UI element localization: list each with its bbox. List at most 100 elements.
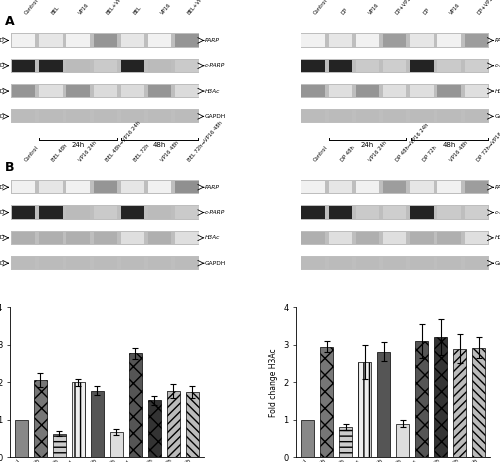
Text: Control: Control: [313, 145, 329, 163]
Text: DP: DP: [422, 7, 430, 16]
Bar: [12, 85, 36, 97]
Bar: [66, 207, 90, 219]
Bar: [472, 348, 486, 457]
Bar: [328, 110, 352, 122]
Text: 17kD: 17kD: [0, 235, 4, 240]
Bar: [128, 353, 142, 457]
Text: VP16 24h: VP16 24h: [368, 140, 388, 163]
Text: 37kD: 37kD: [0, 261, 4, 266]
Bar: [328, 60, 352, 72]
Bar: [300, 256, 489, 270]
Bar: [301, 420, 314, 457]
Bar: [39, 110, 62, 122]
Bar: [302, 181, 325, 193]
Bar: [300, 109, 489, 123]
Bar: [66, 85, 90, 97]
Bar: [328, 34, 352, 47]
Text: BEL+VP16: BEL+VP16: [105, 0, 127, 16]
Bar: [415, 341, 428, 457]
Bar: [356, 85, 380, 97]
Bar: [11, 84, 200, 98]
Bar: [175, 85, 199, 97]
Bar: [72, 383, 85, 457]
Bar: [66, 60, 90, 72]
Text: 116kD: 116kD: [0, 185, 4, 190]
Bar: [12, 181, 36, 193]
Bar: [438, 110, 461, 122]
Bar: [11, 59, 200, 73]
Bar: [339, 426, 352, 457]
Bar: [383, 181, 406, 193]
Bar: [410, 85, 434, 97]
Bar: [434, 337, 448, 457]
Bar: [11, 180, 200, 195]
Bar: [175, 110, 199, 122]
Text: VP16 24h: VP16 24h: [78, 140, 98, 163]
Bar: [438, 207, 461, 219]
Bar: [328, 85, 352, 97]
Text: GAPDH: GAPDH: [205, 261, 226, 266]
Text: DP+VP16: DP+VP16: [476, 0, 496, 16]
Bar: [11, 231, 200, 245]
Bar: [464, 110, 488, 122]
Bar: [94, 181, 117, 193]
Bar: [66, 110, 90, 122]
Bar: [39, 257, 62, 269]
Text: Control: Control: [24, 0, 40, 16]
Bar: [464, 181, 488, 193]
Bar: [94, 60, 117, 72]
Bar: [120, 257, 144, 269]
Bar: [464, 60, 488, 72]
Bar: [66, 181, 90, 193]
Bar: [12, 257, 36, 269]
Bar: [383, 34, 406, 47]
Bar: [410, 207, 434, 219]
Bar: [120, 207, 144, 219]
Bar: [356, 181, 380, 193]
Text: BEL 72h→VP16 48h: BEL 72h→VP16 48h: [187, 120, 224, 163]
Bar: [186, 392, 199, 457]
Text: 24h: 24h: [72, 142, 85, 148]
Text: DP 48h: DP 48h: [340, 145, 356, 163]
Bar: [39, 207, 62, 219]
Bar: [383, 232, 406, 244]
Text: DP 72h→VP16 48h: DP 72h→VP16 48h: [476, 122, 500, 163]
Text: VP16 48h: VP16 48h: [160, 140, 180, 163]
Bar: [302, 232, 325, 244]
Bar: [175, 34, 199, 47]
Bar: [328, 232, 352, 244]
Bar: [383, 207, 406, 219]
Text: PARP: PARP: [205, 185, 220, 190]
Bar: [39, 60, 62, 72]
Bar: [438, 257, 461, 269]
Bar: [94, 110, 117, 122]
Text: VP16: VP16: [368, 2, 380, 16]
Bar: [52, 434, 66, 457]
Text: PARP: PARP: [494, 38, 500, 43]
Bar: [410, 232, 434, 244]
Bar: [410, 60, 434, 72]
Text: BEL: BEL: [51, 5, 61, 16]
Bar: [438, 232, 461, 244]
Text: PARP: PARP: [494, 185, 500, 190]
Bar: [120, 110, 144, 122]
Bar: [300, 180, 489, 195]
Text: c-PARP: c-PARP: [494, 210, 500, 215]
Text: GAPDH: GAPDH: [205, 114, 226, 119]
Bar: [302, 60, 325, 72]
Bar: [464, 257, 488, 269]
Bar: [302, 34, 325, 47]
Bar: [302, 207, 325, 219]
Bar: [383, 85, 406, 97]
Bar: [410, 181, 434, 193]
Bar: [383, 110, 406, 122]
Text: A: A: [5, 15, 15, 28]
Text: 48h: 48h: [153, 142, 166, 148]
Bar: [120, 60, 144, 72]
Bar: [175, 232, 199, 244]
Bar: [464, 85, 488, 97]
Bar: [94, 257, 117, 269]
Bar: [12, 60, 36, 72]
Text: 24h: 24h: [361, 142, 374, 148]
Bar: [39, 34, 62, 47]
